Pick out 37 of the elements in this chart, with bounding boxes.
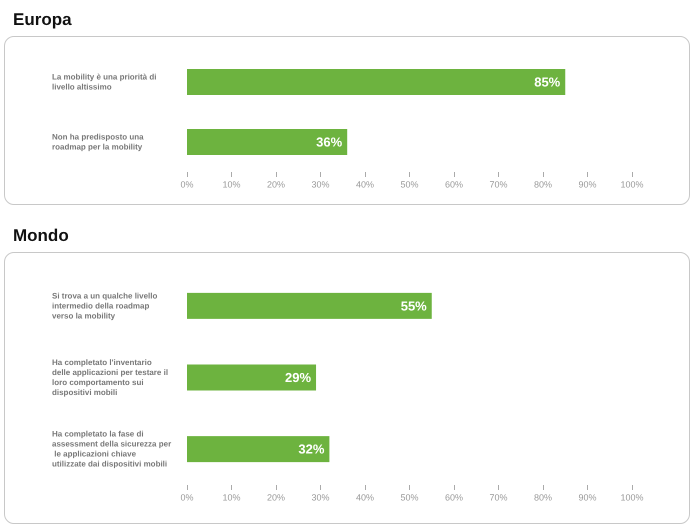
x-tick-label: 20% xyxy=(266,492,286,502)
x-tick-label: 30% xyxy=(311,180,330,190)
x-tick-label: 10% xyxy=(222,492,241,502)
x-tick-label: 40% xyxy=(356,492,374,502)
text: 55% xyxy=(400,298,427,314)
x-tick-label: 0% xyxy=(180,180,194,190)
x-tick-label: 90% xyxy=(578,492,597,502)
text: 36% xyxy=(316,134,342,150)
x-tick-label: 10% xyxy=(222,180,241,190)
x-tick-label: 50% xyxy=(400,180,419,190)
bar xyxy=(187,364,316,390)
x-tick-label: 70% xyxy=(489,180,508,190)
x-tick-label: 50% xyxy=(400,492,419,502)
text: 85% xyxy=(534,74,560,90)
x-tick-label: 100% xyxy=(620,180,644,190)
y-tick-label: Si trova a un qualche livello intermedio della roadmap verso la mobility xyxy=(52,291,160,320)
x-tick-label: 60% xyxy=(444,492,464,502)
x-tick-label: 100% xyxy=(620,492,644,502)
bar xyxy=(187,436,330,462)
text: 32% xyxy=(298,442,324,457)
x-tick-label: 70% xyxy=(489,492,508,502)
text: Europa xyxy=(13,10,72,29)
x-tick-label: 40% xyxy=(356,180,374,190)
y-tick-label: Ha completato la fase di assessment della sicurezza per le applicazioni chiave utilizzate dai dispositivi mobili xyxy=(52,430,172,469)
x-tick-label: 60% xyxy=(444,180,464,190)
x-tick-label: 90% xyxy=(578,180,597,190)
y-tick-label: La mobility è una priorità di livello altissimo xyxy=(52,72,159,92)
x-tick-label: 80% xyxy=(534,180,552,190)
x-tick-label: 0% xyxy=(180,492,194,502)
y-tick-label: Non ha predisposto una roadmap per la mobility xyxy=(52,132,146,152)
y-tick-label: Ha completato l'inventario delle applicazioni per testare il loro comportamento sui dispositivi mobili xyxy=(52,358,170,397)
x-tick-label: 20% xyxy=(266,180,286,190)
x-tick-label: 30% xyxy=(311,492,330,502)
text: 29% xyxy=(285,370,312,385)
x-tick-label: 80% xyxy=(534,492,552,502)
bar xyxy=(187,292,432,319)
text: Mondo xyxy=(13,226,69,245)
